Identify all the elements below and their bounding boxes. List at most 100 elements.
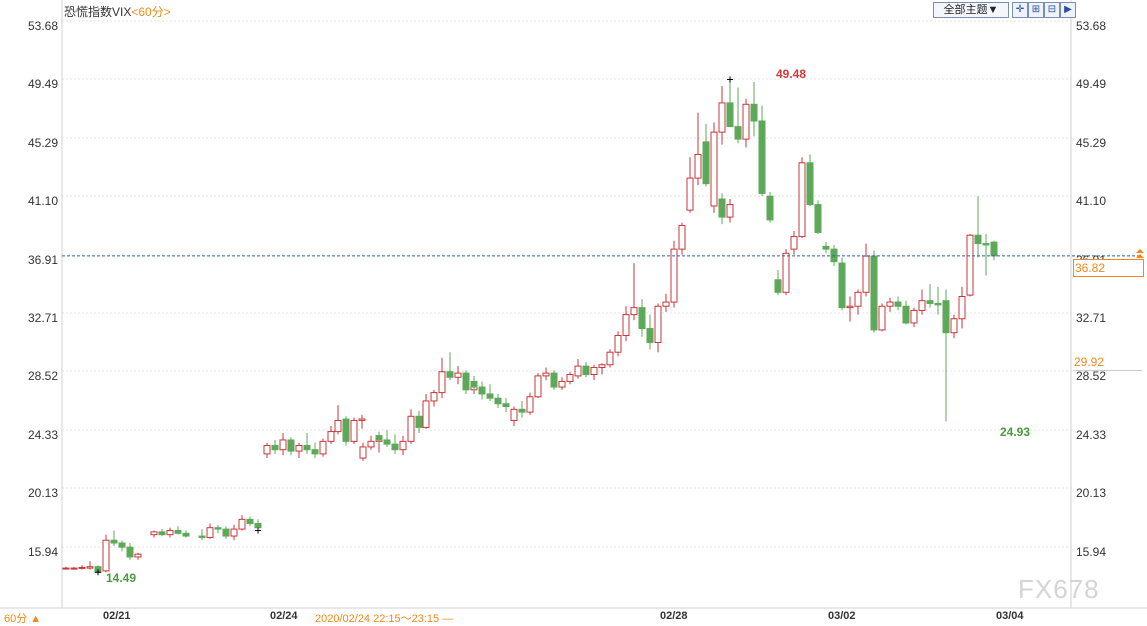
candle-up <box>206 523 214 539</box>
candle-up <box>295 442 303 459</box>
candle-down <box>311 442 319 459</box>
candle-down <box>766 192 774 223</box>
x-tick-label: 02/21 <box>103 610 131 622</box>
candle-up <box>958 286 966 329</box>
y-tick-label: 32.71 <box>1076 311 1107 326</box>
candle-up <box>718 86 726 145</box>
candle-body <box>222 528 230 537</box>
candle-body <box>758 120 766 194</box>
candle-body <box>646 328 654 343</box>
candle-body <box>399 440 407 451</box>
candle-up <box>910 307 918 328</box>
candle-down <box>478 381 486 400</box>
candle-up <box>230 524 238 541</box>
candle-down <box>246 516 254 527</box>
candle-body <box>158 531 166 536</box>
grid-lines <box>0 0 1147 609</box>
candle-up <box>878 303 886 332</box>
candle-body <box>375 435 383 441</box>
candle-body <box>726 102 734 128</box>
y-tick-label: 20.13 <box>28 486 59 501</box>
candle-down <box>774 270 782 296</box>
candle-up <box>614 331 622 357</box>
candle-body <box>70 567 78 570</box>
candle-down <box>110 530 118 546</box>
candle-down <box>974 196 982 258</box>
candle-body <box>878 305 886 331</box>
candle-body <box>422 400 430 428</box>
candle-up <box>854 289 862 315</box>
candle-up <box>846 296 854 322</box>
candle-down <box>126 543 134 560</box>
zoom-out-icon[interactable]: ⊟ <box>1044 2 1060 18</box>
x-tick-label: 02/28 <box>660 610 688 622</box>
candle-body <box>110 539 118 544</box>
candle-body <box>78 566 86 569</box>
candle-up <box>558 377 566 390</box>
candle-body <box>550 372 558 388</box>
candle-down <box>415 410 423 433</box>
candle-up <box>78 565 86 570</box>
candle-body <box>407 415 415 442</box>
x-tick-label: 03/02 <box>828 610 856 622</box>
candle-body <box>358 418 366 421</box>
candle-up <box>790 231 798 255</box>
candle-down <box>982 233 990 276</box>
candle-body <box>814 204 822 233</box>
candle-body <box>502 403 510 408</box>
candle-body <box>982 243 990 246</box>
candle-body <box>934 302 942 306</box>
candle-body <box>415 415 423 428</box>
candle-body <box>654 305 662 343</box>
candle-up <box>782 249 790 296</box>
candle-body <box>526 396 534 413</box>
candle-up <box>590 364 598 381</box>
candle-body <box>391 443 399 451</box>
candle-body <box>446 371 454 378</box>
candle-up <box>694 112 702 186</box>
crosshair-icon[interactable]: ✛ <box>1012 2 1028 18</box>
candle-body <box>910 309 918 324</box>
y-tick-label: 41.10 <box>28 194 59 209</box>
candle-up <box>598 363 606 375</box>
period-selector[interactable]: 60分 ▲ <box>4 613 42 625</box>
candle-body <box>470 380 478 388</box>
candle-up <box>86 561 94 570</box>
low-price-label: 24.93 <box>1000 425 1031 439</box>
forward-icon[interactable]: ▶ <box>1060 2 1076 18</box>
y-tick-label: 15.94 <box>28 544 59 559</box>
zoom-in-icon[interactable]: ⊞ <box>1028 2 1044 18</box>
y-tick-label: 41.10 <box>1076 194 1107 209</box>
candle-body <box>62 567 70 570</box>
candle-down <box>486 384 494 401</box>
candle-up <box>134 552 142 560</box>
candle-body <box>303 445 311 451</box>
candle-up <box>422 393 430 429</box>
candle-up <box>574 359 582 379</box>
candle-down <box>214 524 222 534</box>
candle-up <box>430 389 438 407</box>
high-price-label: 49.48 <box>776 67 807 81</box>
candle-down <box>942 289 950 422</box>
current-price-arrow-icon <box>1136 249 1144 258</box>
candle-body <box>854 291 862 307</box>
candle-up <box>150 530 158 538</box>
candle-body <box>734 126 742 140</box>
candle-body <box>942 300 950 334</box>
candle-body <box>383 439 391 445</box>
candle-body <box>718 102 726 133</box>
start-low-label: 14.49 <box>106 571 137 585</box>
candle-body <box>534 375 542 398</box>
candle-down <box>502 398 510 413</box>
candle-body <box>254 523 262 529</box>
period-label[interactable]: <60分> <box>131 5 171 19</box>
candle-up <box>166 527 174 538</box>
candle-up <box>327 426 335 445</box>
candle-body <box>206 527 214 538</box>
candle-body <box>766 195 774 221</box>
current-price-box: 36.82 <box>1073 259 1144 277</box>
candle-body <box>166 529 174 536</box>
candle-body <box>598 364 606 369</box>
theme-selector-button[interactable]: 全部主题▼ <box>933 2 1009 18</box>
